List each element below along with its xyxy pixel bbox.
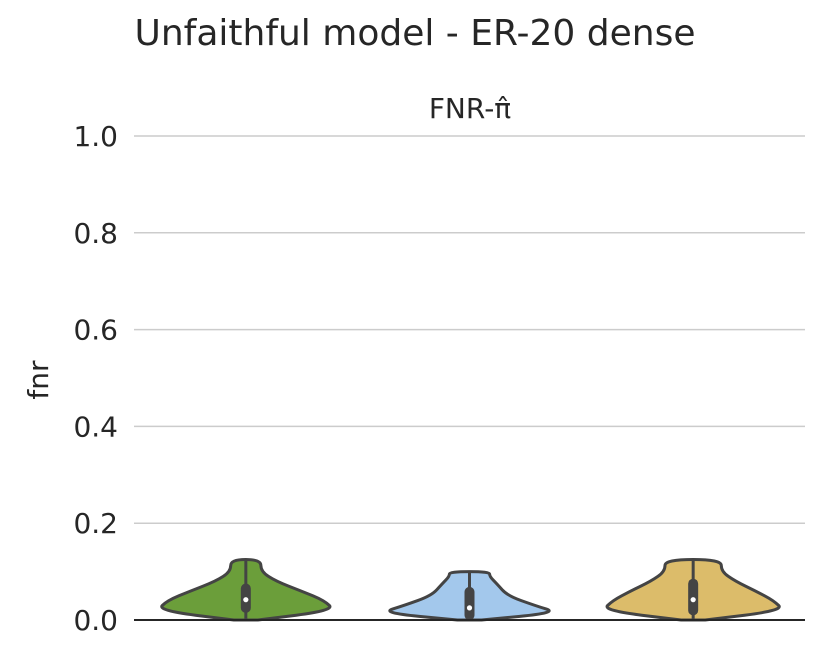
y-tick-label: 1.0 (73, 120, 118, 153)
y-tick-label: 0.4 (73, 410, 118, 443)
grid-lines (134, 135, 805, 524)
violins (160, 558, 781, 622)
y-tick-label: 0.2 (73, 507, 118, 540)
y-axis-label: fnr (22, 360, 55, 400)
violin-median (243, 597, 249, 603)
y-tick-labels: 0.0 0.2 0.4 0.6 0.8 1.0 (73, 120, 118, 637)
y-tick-label: 0.8 (73, 217, 118, 250)
violin-median (690, 597, 696, 603)
chart-title: Unfaithful model - ER-20 dense (134, 13, 695, 54)
y-tick-label: 0.6 (73, 314, 118, 347)
y-tick-label: 0.0 (73, 604, 118, 637)
violin-median (466, 605, 473, 611)
chart-subtitle: FNR-π̂ (429, 92, 511, 125)
